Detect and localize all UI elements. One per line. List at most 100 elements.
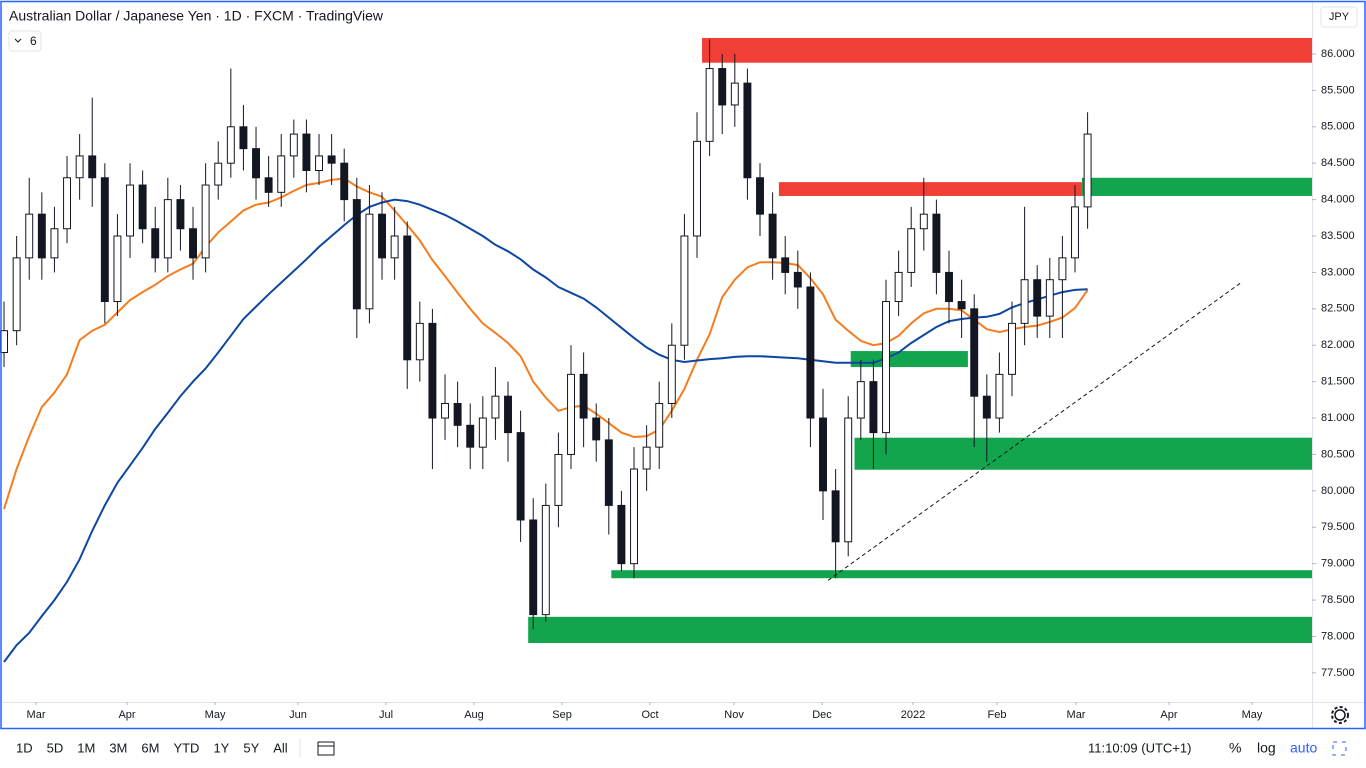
- y-tick-label: 78.000: [1321, 630, 1355, 642]
- chart-title: Australian Dollar / Japanese Yen · 1D · …: [9, 8, 384, 24]
- candle-body: [1008, 322, 1016, 375]
- y-tick-label: 82.000: [1321, 339, 1355, 351]
- plot-area: [0, 37, 1312, 663]
- candle-body: [541, 504, 550, 616]
- candle-body: [1020, 279, 1029, 324]
- candle-body: [428, 322, 437, 419]
- percent-toggle[interactable]: %: [1229, 740, 1241, 756]
- fullscreen-icon[interactable]: [1332, 741, 1347, 756]
- interval-button[interactable]: 1Y: [213, 740, 229, 755]
- candle-body: [113, 235, 122, 303]
- candle-body: [478, 417, 487, 448]
- currency-button[interactable]: [1320, 6, 1358, 28]
- candle-body: [25, 213, 34, 259]
- y-tick-label: 77.500: [1321, 667, 1355, 679]
- candle-body: [264, 177, 273, 193]
- interval-button[interactable]: 1M: [77, 740, 95, 755]
- clock: 11:10:09 (UTC+1): [1088, 740, 1191, 755]
- candle-body: [163, 199, 172, 259]
- candle-body: [138, 184, 147, 230]
- candle-body: [88, 155, 97, 179]
- date-range-icon[interactable]: [317, 741, 335, 756]
- candle-body: [844, 417, 853, 543]
- candle-body: [630, 468, 638, 565]
- candle-body: [705, 68, 714, 142]
- candle-body: [567, 373, 575, 455]
- interval-button[interactable]: YTD: [173, 740, 199, 755]
- y-tick-label: 79.500: [1321, 521, 1355, 533]
- indicators-count: 6: [30, 34, 37, 48]
- y-tick-label: 84.000: [1321, 194, 1355, 206]
- x-tick-label: Jun: [289, 709, 307, 721]
- candle-body: [882, 301, 890, 434]
- currency-label: JPY: [1329, 11, 1350, 23]
- candle-body: [970, 308, 979, 397]
- x-tick-label: May: [1242, 709, 1263, 721]
- candle-body: [378, 213, 386, 259]
- candle-body: [919, 213, 928, 230]
- candle-body: [856, 381, 865, 419]
- x-tick-label: Aug: [464, 709, 484, 721]
- bottom-toolbar: 1D 5D 1M 3M 6M YTD 1Y 5Y All: [16, 740, 288, 755]
- x-tick-label: May: [205, 709, 226, 721]
- candle-body: [756, 177, 764, 215]
- candle-body: [554, 453, 563, 506]
- candle-body: [1058, 257, 1067, 281]
- candle-body: [907, 228, 916, 273]
- y-tick-label: 85.000: [1321, 121, 1355, 133]
- auto-toggle[interactable]: auto: [1290, 740, 1317, 756]
- candle-body: [680, 235, 689, 346]
- candle-body: [126, 184, 134, 237]
- y-tick-label: 86.000: [1321, 48, 1355, 60]
- candle-body: [226, 126, 235, 164]
- y-tick-label: 83.500: [1321, 230, 1355, 242]
- chevron-icon: [14, 38, 22, 43]
- candle-body: [1071, 206, 1079, 259]
- zone: [1081, 177, 1312, 196]
- interval-button[interactable]: 1D: [16, 740, 33, 755]
- candle-body: [529, 519, 538, 616]
- x-tick-label: Nov: [724, 709, 744, 721]
- candle-body: [277, 155, 286, 193]
- interval-button[interactable]: 5D: [47, 740, 64, 755]
- indicators-toggle[interactable]: [8, 30, 42, 52]
- candle-body: [869, 381, 878, 434]
- candle-body: [693, 140, 701, 237]
- interval-button[interactable]: All: [273, 740, 288, 755]
- interval-button[interactable]: 3M: [109, 740, 127, 755]
- candle-body: [63, 177, 71, 230]
- candle-body: [932, 213, 941, 273]
- candle-body: [768, 213, 777, 259]
- candle-body: [894, 271, 903, 303]
- candle-body: [201, 184, 210, 259]
- x-tick-label: Apr: [1160, 709, 1177, 721]
- candle-body: [453, 402, 462, 426]
- candle-body: [1083, 133, 1092, 208]
- candle-body: [667, 344, 676, 404]
- log-toggle[interactable]: log: [1257, 740, 1276, 756]
- candle-body: [252, 148, 260, 179]
- x-tick-label: Dec: [812, 709, 832, 721]
- candle-body: [302, 133, 311, 171]
- candle-body: [579, 373, 588, 419]
- settings-icon[interactable]: [1331, 706, 1349, 724]
- zone: [528, 616, 1312, 644]
- candle-body: [214, 162, 223, 186]
- candle-body: [352, 199, 361, 310]
- x-tick-label: Mar: [1067, 709, 1086, 721]
- candle-body: [189, 228, 197, 259]
- interval-button[interactable]: 6M: [141, 740, 159, 755]
- candle-body: [516, 432, 525, 521]
- interval-button[interactable]: 5Y: [243, 740, 259, 755]
- zone: [850, 351, 968, 368]
- candle-body: [730, 82, 739, 106]
- x-tick-label: Feb: [988, 709, 1007, 721]
- moving-average: [3, 198, 1088, 663]
- candle-body: [12, 257, 21, 332]
- y-tick-label: 83.000: [1321, 266, 1355, 278]
- y-tick-label: 81.500: [1321, 376, 1355, 388]
- candle-body: [655, 402, 664, 448]
- candle-body: [1045, 279, 1054, 317]
